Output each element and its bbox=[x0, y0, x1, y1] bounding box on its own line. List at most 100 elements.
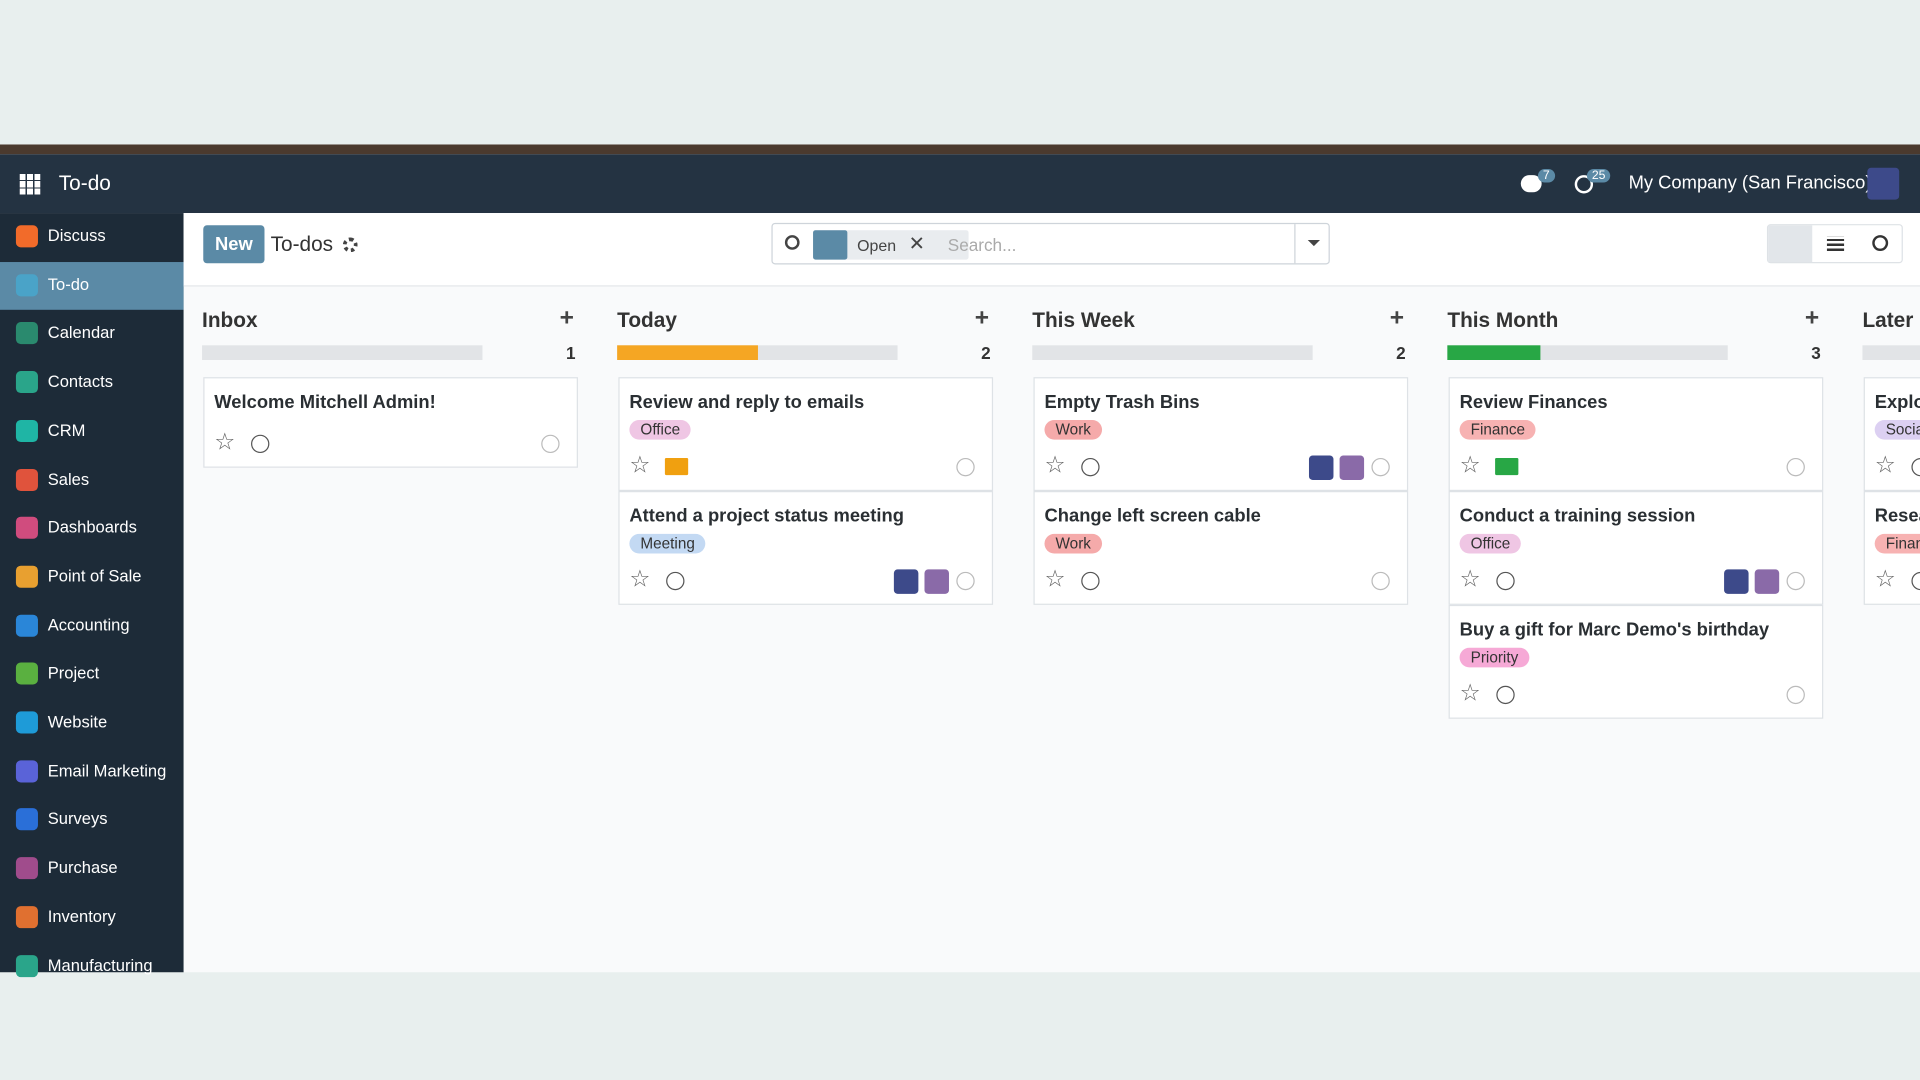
favorite-star[interactable]: ☆ bbox=[1044, 566, 1066, 593]
done-check[interactable] bbox=[1371, 571, 1390, 591]
avatar bbox=[1308, 455, 1334, 481]
activity-view[interactable] bbox=[1872, 235, 1889, 252]
avatar bbox=[924, 569, 949, 594]
avatar bbox=[893, 569, 919, 594]
sidebar-label: Point of Sale bbox=[47, 566, 142, 586]
apps-menu[interactable] bbox=[19, 173, 41, 195]
sidebar: Discuss To-do Calendar Contacts CRM Sales Dash… bbox=[0, 213, 184, 977]
sidebar-item[interactable]: Contacts bbox=[0, 359, 184, 407]
progress-bar bbox=[202, 345, 483, 361]
favorite-star[interactable]: ☆ bbox=[214, 429, 236, 456]
sidebar-item[interactable]: Calendar bbox=[0, 310, 184, 358]
app-name[interactable]: To-do bbox=[58, 171, 111, 195]
facet: Open ✕ bbox=[813, 230, 969, 260]
activity-clock[interactable] bbox=[1496, 685, 1515, 705]
kanban-view[interactable] bbox=[1768, 225, 1813, 263]
sidebar-item[interactable]: Sales bbox=[0, 456, 184, 504]
top-border bbox=[0, 144, 1920, 155]
column-add[interactable]: + bbox=[1389, 304, 1405, 332]
list-view[interactable] bbox=[1826, 236, 1845, 252]
favorite-star[interactable]: ☆ bbox=[1459, 453, 1481, 479]
kanban-card[interactable]: Explo Socia ☆ bbox=[1863, 377, 1920, 492]
search-toggle[interactable] bbox=[1294, 224, 1330, 264]
favorite-star[interactable]: ☆ bbox=[1874, 453, 1896, 479]
activity-clock[interactable] bbox=[1911, 571, 1920, 591]
column-title: This Month bbox=[1447, 308, 1559, 332]
messages-icon[interactable] bbox=[1520, 175, 1542, 193]
sidebar-item[interactable]: Website bbox=[0, 699, 184, 747]
app-icon bbox=[15, 225, 38, 248]
done-check[interactable] bbox=[1786, 571, 1805, 591]
activities-icon[interactable] bbox=[1574, 175, 1594, 194]
sidebar-item[interactable]: Purchase bbox=[0, 845, 184, 893]
activity-email[interactable] bbox=[664, 457, 689, 476]
tag: Office bbox=[1459, 533, 1522, 554]
app-icon bbox=[15, 808, 38, 831]
navbar: To-do 7 25 My Company (San Francisco) bbox=[0, 154, 1920, 214]
sidebar-item[interactable]: Email Marketing bbox=[0, 748, 184, 796]
sidebar-item[interactable]: Surveys bbox=[0, 796, 184, 844]
app-icon bbox=[15, 662, 38, 685]
sidebar-item[interactable]: Accounting bbox=[0, 602, 184, 650]
card-title: Welcome Mitchell Admin! bbox=[214, 391, 436, 413]
column-add[interactable]: + bbox=[974, 304, 990, 332]
control-panel: New To-dos Open ✕ Search... bbox=[183, 213, 1920, 287]
company-switch[interactable]: My Company (San Francisco) bbox=[1628, 172, 1872, 194]
favorite-star[interactable]: ☆ bbox=[1459, 680, 1481, 707]
kanban-card[interactable]: Attend a project status meeting Meeting ☆ bbox=[618, 491, 994, 605]
tag: Work bbox=[1044, 420, 1102, 440]
sidebar-label: Inventory bbox=[47, 907, 116, 926]
kanban-card[interactable]: Review Finances Finance ☆ bbox=[1448, 377, 1824, 492]
sidebar-item[interactable]: Point of Sale bbox=[0, 553, 184, 601]
kanban-card[interactable]: Empty Trash Bins Work ☆ bbox=[1033, 377, 1409, 492]
sidebar-item[interactable]: Dashboards bbox=[0, 505, 184, 553]
done-check[interactable] bbox=[956, 571, 975, 591]
column-add[interactable]: + bbox=[1804, 304, 1820, 332]
done-check[interactable] bbox=[956, 457, 975, 477]
activity-clock[interactable] bbox=[1496, 571, 1515, 591]
favorite-star[interactable]: ☆ bbox=[629, 453, 651, 479]
facet-remove[interactable]: ✕ bbox=[908, 233, 925, 255]
favorite-star[interactable]: ☆ bbox=[629, 566, 651, 593]
done-check[interactable] bbox=[1371, 457, 1390, 477]
search-placeholder[interactable]: Search... bbox=[947, 235, 1017, 255]
kanban-column: Later Explo Socia ☆ Resea Finan ☆ bbox=[1862, 287, 1920, 973]
favorite-star[interactable]: ☆ bbox=[1874, 566, 1896, 593]
search-box[interactable]: Open ✕ Search... bbox=[771, 222, 1330, 265]
done-check[interactable] bbox=[541, 434, 560, 454]
sidebar-item[interactable]: Discuss bbox=[0, 213, 184, 261]
kanban-card[interactable]: Buy a gift for Marc Demo's birthday Prior… bbox=[1448, 604, 1824, 719]
favorite-star[interactable]: ☆ bbox=[1044, 453, 1066, 479]
progress-bar bbox=[1862, 345, 1920, 361]
user-avatar[interactable] bbox=[1867, 167, 1900, 200]
activities-badge: 25 bbox=[1586, 168, 1611, 183]
activity-clock[interactable] bbox=[1081, 571, 1100, 591]
new-button[interactable]: New bbox=[203, 225, 265, 264]
kanban-card[interactable]: Conduct a training session Office ☆ bbox=[1448, 491, 1824, 605]
activity-clock[interactable] bbox=[251, 434, 270, 454]
activity-clock[interactable] bbox=[1081, 457, 1100, 477]
favorite-star[interactable]: ☆ bbox=[1459, 566, 1481, 593]
kanban-card[interactable]: Welcome Mitchell Admin! ☆ bbox=[203, 377, 578, 468]
settings-gear[interactable] bbox=[342, 237, 358, 253]
app-icon bbox=[15, 614, 38, 637]
kanban-card[interactable]: Review and reply to emails Office ☆ bbox=[618, 377, 994, 492]
sidebar-item[interactable]: Inventory bbox=[0, 894, 184, 942]
done-check[interactable] bbox=[1786, 457, 1805, 477]
sidebar-item[interactable]: CRM bbox=[0, 408, 184, 456]
activity-email[interactable] bbox=[1495, 457, 1519, 476]
done-check[interactable] bbox=[1786, 685, 1805, 705]
activity-clock[interactable] bbox=[666, 571, 685, 591]
kanban-card[interactable]: Change left screen cable Work ☆ bbox=[1033, 491, 1409, 605]
column-title: Later bbox=[1862, 308, 1914, 332]
sidebar-item[interactable]: Manufacturing bbox=[0, 942, 184, 990]
sidebar-item[interactable]: To-do bbox=[0, 261, 184, 310]
kanban-card[interactable]: Resea Finan ☆ bbox=[1863, 491, 1920, 605]
column-add[interactable]: + bbox=[559, 304, 574, 332]
activity-clock[interactable] bbox=[1911, 457, 1920, 477]
progress-fill bbox=[1447, 345, 1540, 361]
app-icon bbox=[15, 468, 38, 491]
avatar bbox=[1339, 455, 1365, 481]
sidebar-item[interactable]: Project bbox=[0, 651, 184, 699]
